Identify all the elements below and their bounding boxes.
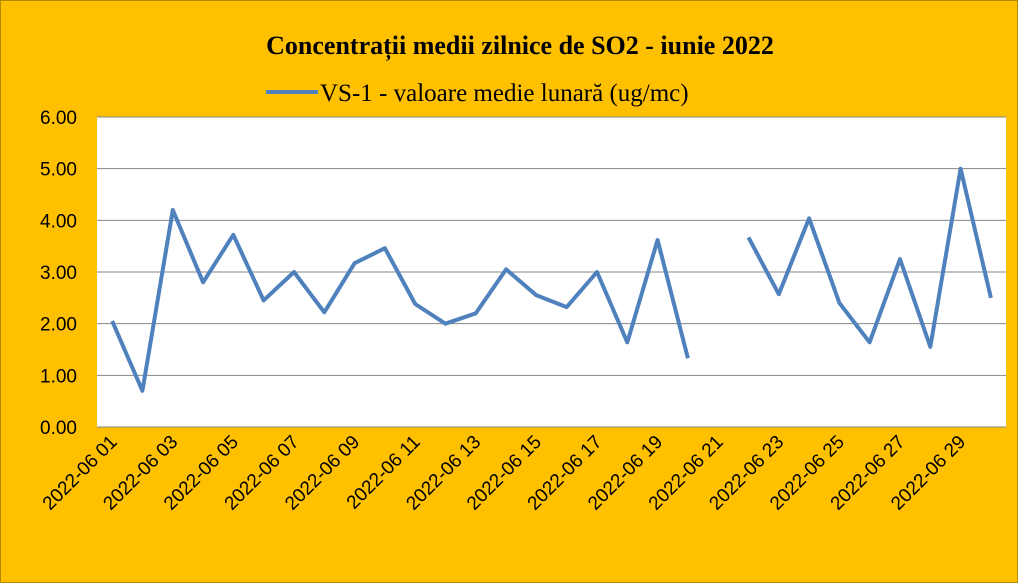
chart-title: Concentrații medii zilnice de SO2 - iuni… [266, 31, 774, 61]
legend-label: VS-1 - valoare medie lunară (ug/mc) [320, 80, 689, 107]
y-tick-label: 3.00 [40, 263, 77, 284]
y-tick-label: 6.00 [40, 108, 77, 129]
y-tick-label: 0.00 [40, 418, 77, 439]
data-line [110, 166, 993, 393]
y-tick-label: 5.00 [40, 160, 77, 181]
y-tick-label: 2.00 [40, 315, 77, 336]
y-tick-label: 1.00 [40, 366, 77, 387]
y-tick-label: 4.00 [40, 211, 77, 232]
